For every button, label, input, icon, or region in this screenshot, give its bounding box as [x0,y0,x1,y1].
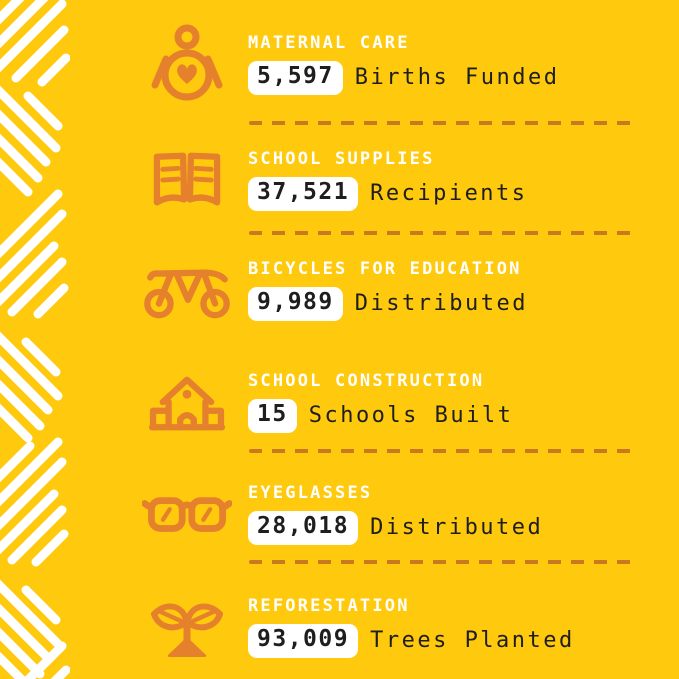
stat-value-badge: 28,018 [248,511,359,545]
dashed-divider [249,231,639,235]
seedling-icon [136,596,238,660]
stat-label: Recipients [370,181,528,207]
dashed-divider [249,560,639,564]
stat-label: Distributed [354,291,528,317]
stat-title: MATERNAL CARE [248,33,410,54]
stat-row-school-supplies: SCHOOL SUPPLIES 37,521 Recipients [136,138,656,224]
stat-title: REFORESTATION [248,596,410,617]
stat-title: BICYCLES FOR EDUCATION [248,259,522,280]
stat-label: Trees Planted [370,628,575,654]
bicycle-icon [136,261,238,321]
eyeglasses-icon [136,490,238,540]
stat-title: EYEGLASSES [248,483,373,504]
stat-title: SCHOOL SUPPLIES [248,149,435,170]
stat-row-school-construction: SCHOOL CONSTRUCTION 15 Schools Built [136,360,656,446]
school-building-icon [136,371,238,435]
stat-row-maternal-care: MATERNAL CARE 5,597 Births Funded [136,22,656,108]
stat-title: SCHOOL CONSTRUCTION [248,371,485,392]
stat-row-bicycles: BICYCLES FOR EDUCATION 9,989 Distributed [136,248,656,334]
stat-label: Births Funded [354,65,560,91]
stat-value-badge: 5,597 [248,61,343,95]
stat-label: Distributed [370,515,544,541]
stat-value-badge: 15 [248,399,297,433]
mudcloth-pattern-decoration [0,0,70,679]
school-supplies-icon [136,148,238,214]
maternal-care-icon [136,23,238,107]
stat-value-badge: 93,009 [248,624,359,658]
dashed-divider [249,449,639,453]
stat-value-badge: 9,989 [248,287,343,321]
stat-row-reforestation: REFORESTATION 93,009 Trees Planted [136,585,656,671]
dashed-divider [249,121,639,125]
stat-row-eyeglasses: EYEGLASSES 28,018 Distributed [136,472,656,558]
stat-value-badge: 37,521 [248,177,359,211]
stat-label: Schools Built [308,403,514,429]
